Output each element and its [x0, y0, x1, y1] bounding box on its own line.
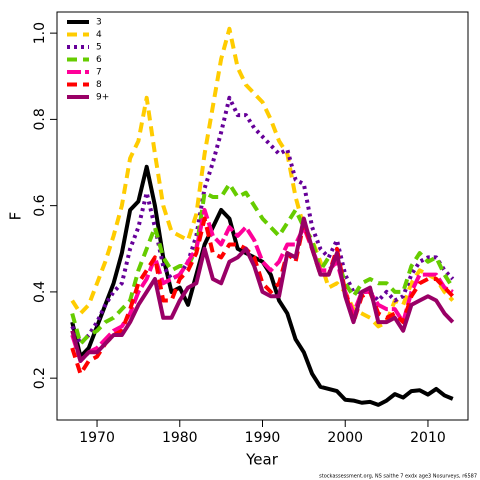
series-line	[70, 164, 454, 407]
y-tick-label: 0.8	[32, 108, 48, 130]
x-tick-label: 1980	[162, 430, 198, 446]
y-tick-label: 0.2	[32, 367, 48, 389]
x-axis-label: Year	[245, 451, 279, 469]
series-line	[70, 26, 455, 329]
series-line	[70, 216, 455, 376]
footnote: stockassessment.org, NS saithe 7 exdx ag…	[319, 474, 477, 480]
x-tick-label: 2000	[327, 430, 363, 446]
legend-label: 4	[96, 30, 102, 40]
x-tick-label: 1990	[245, 430, 281, 446]
y-tick-label: 0.4	[32, 281, 48, 303]
series-line	[70, 216, 455, 363]
legend-label: 3	[96, 18, 102, 28]
legend-label: 8	[96, 80, 102, 90]
series-line	[70, 95, 455, 346]
x-tick-label: 2010	[410, 430, 446, 446]
legend-label: 6	[96, 55, 102, 65]
series-line	[70, 182, 455, 346]
legend-label: 5	[96, 43, 102, 53]
legend-label: 9+	[96, 93, 109, 103]
y-tick-label: 0.6	[32, 194, 48, 216]
legend-label: 7	[96, 68, 102, 78]
y-tick-label: 1.0	[32, 22, 48, 44]
x-tick-label: 1970	[79, 430, 115, 446]
y-axis-label: F	[7, 212, 25, 221]
series-line	[70, 207, 454, 363]
